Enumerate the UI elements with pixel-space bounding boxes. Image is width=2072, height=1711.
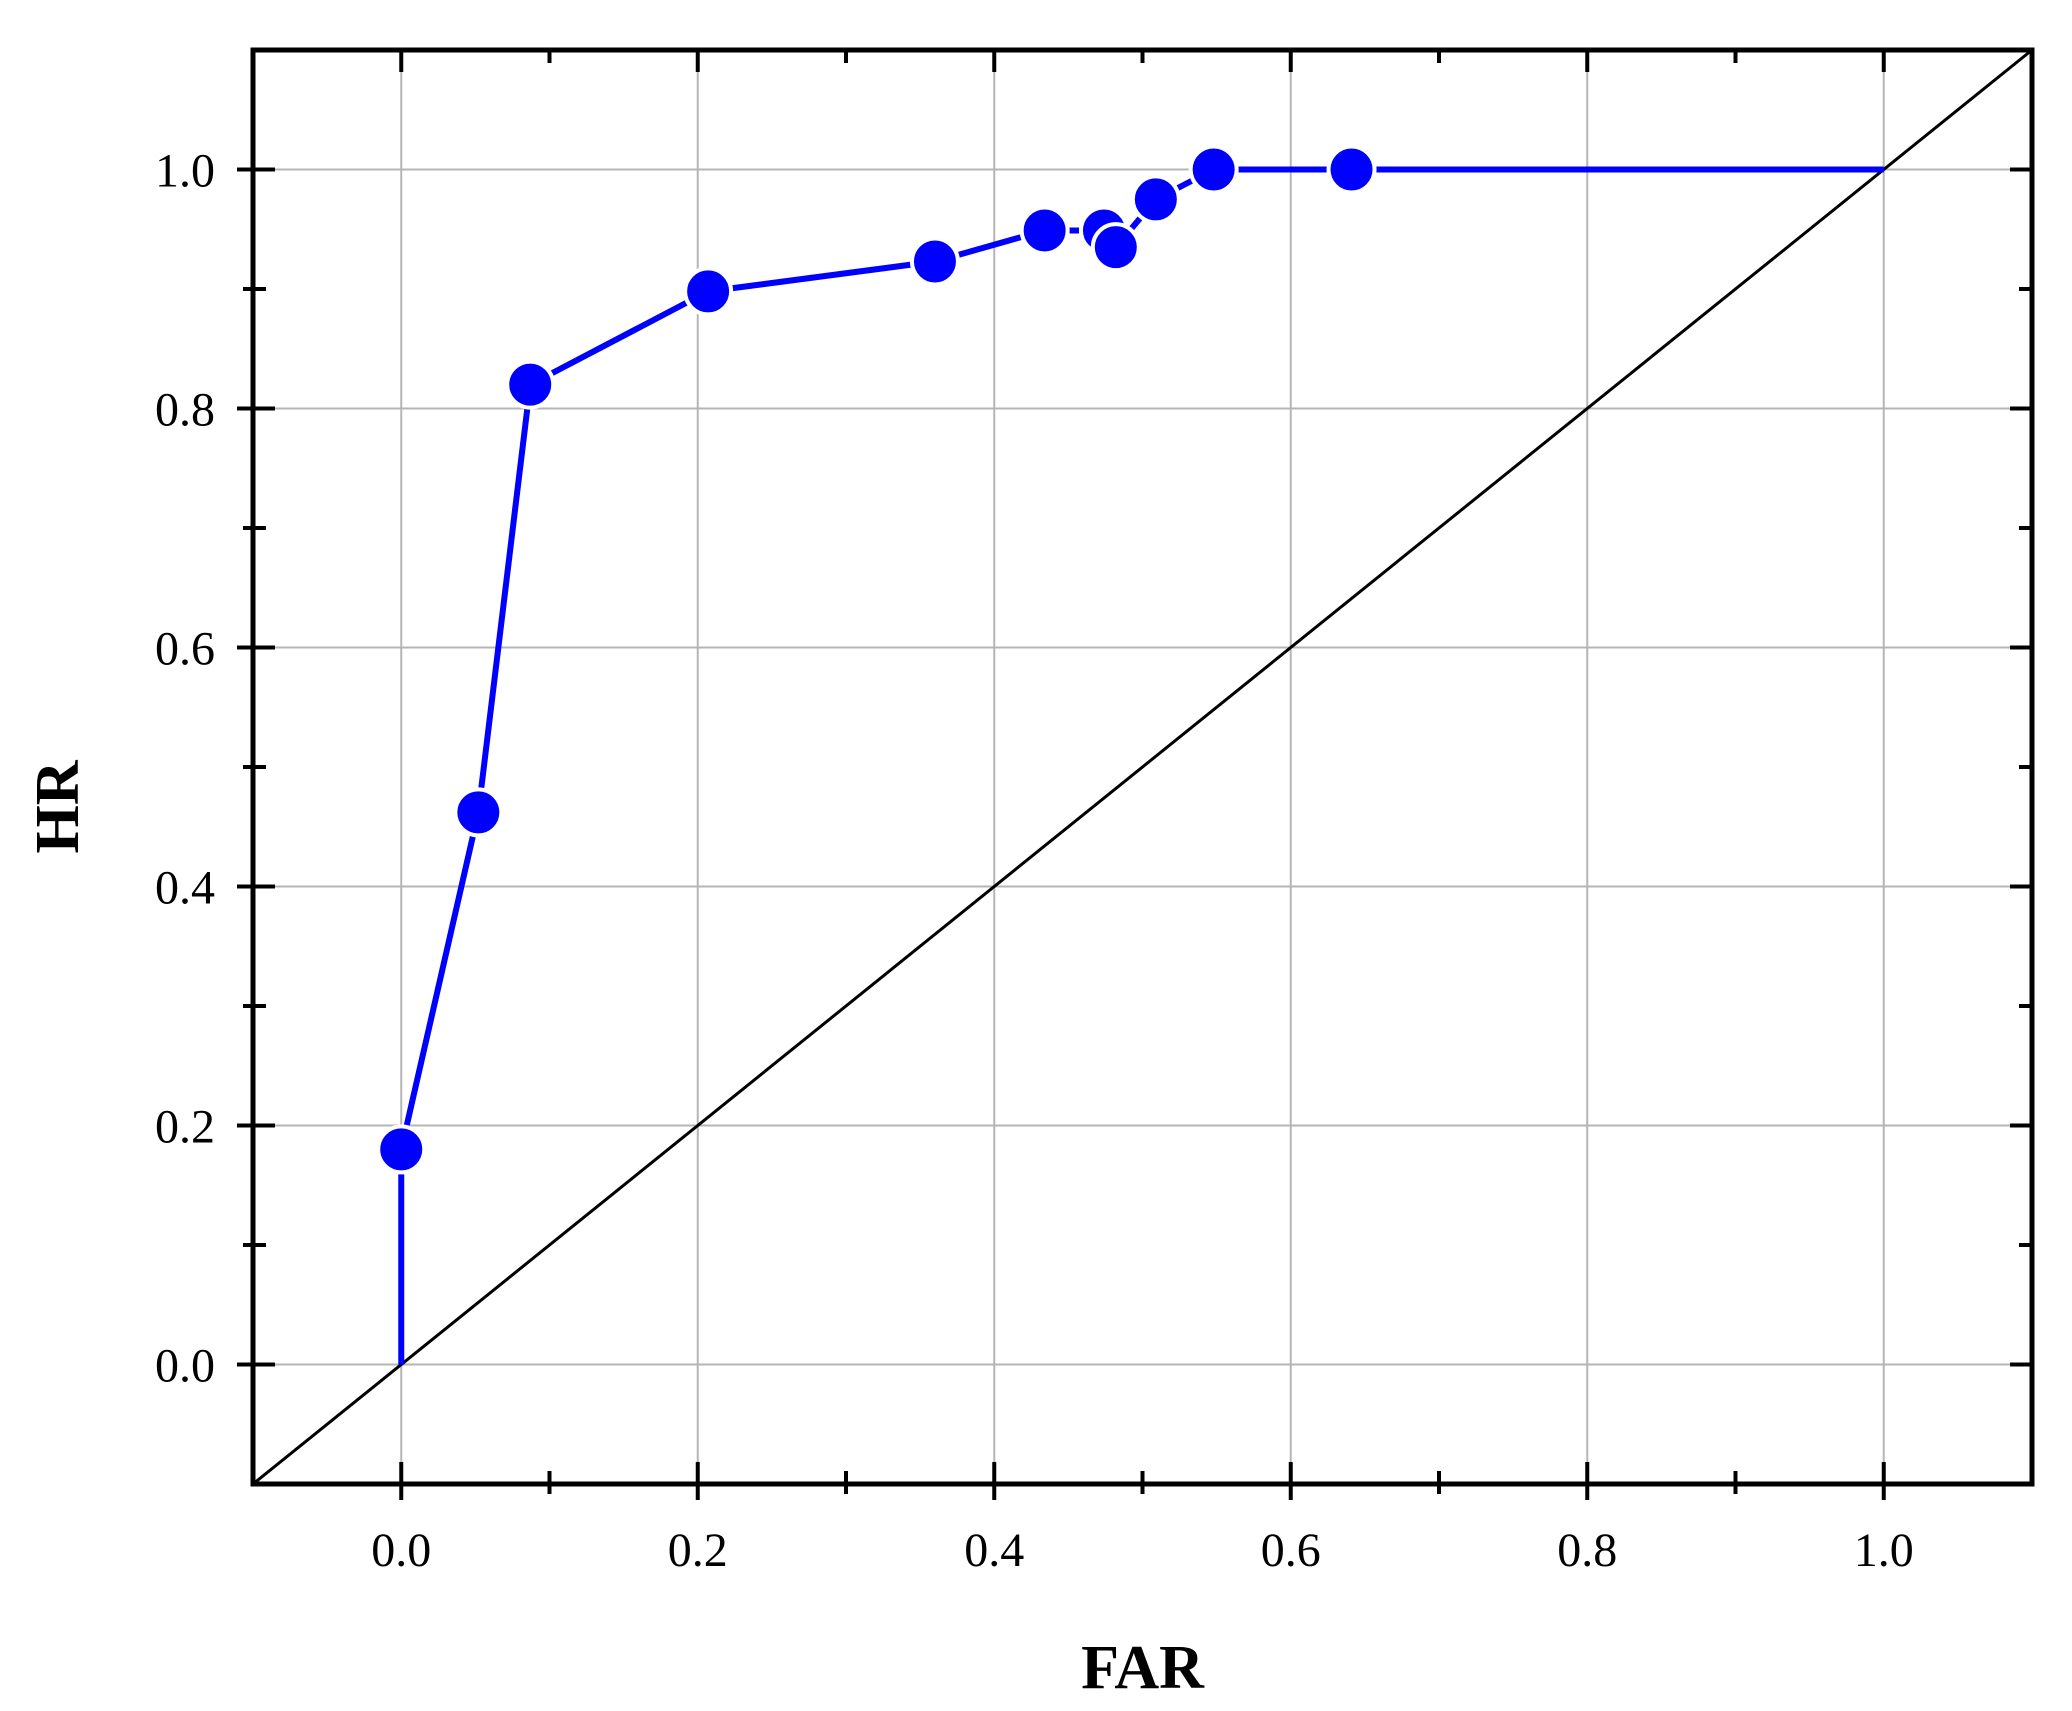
y-tick-label: 0.8 <box>155 384 215 437</box>
x-tick-label: 0.0 <box>371 1524 431 1577</box>
data-point <box>683 266 734 317</box>
reference-diagonal <box>252 48 2033 1486</box>
x-tick-label: 1.0 <box>1854 1524 1914 1577</box>
data-point <box>909 236 960 287</box>
y-axis-title: HR <box>24 759 92 853</box>
y-tick-label: 0.2 <box>155 1101 215 1154</box>
data-point <box>1019 205 1070 256</box>
roc-series <box>376 144 1884 1365</box>
x-tick-label: 0.2 <box>668 1524 728 1577</box>
x-tick-label: 0.4 <box>964 1524 1024 1577</box>
y-axis-ticks: 0.0 0.2 0.4 0.6 0.8 1.0 <box>155 145 2032 1393</box>
x-tick-label: 0.8 <box>1557 1524 1617 1577</box>
y-tick-label: 0.6 <box>155 623 215 676</box>
y-tick-label: 0.0 <box>155 1340 215 1393</box>
grid-lines <box>253 50 2032 1484</box>
data-point <box>376 1124 427 1175</box>
x-axis-title: FAR <box>1081 1634 1205 1702</box>
x-tick-label: 0.6 <box>1261 1524 1321 1577</box>
data-point <box>1090 222 1141 273</box>
data-point <box>1130 174 1181 225</box>
y-tick-label: 1.0 <box>155 145 215 198</box>
y-tick-label: 0.4 <box>155 862 215 915</box>
data-point <box>1188 144 1239 195</box>
data-point <box>1326 144 1377 195</box>
data-point <box>453 787 504 838</box>
x-axis-ticks: 0.0 0.2 0.4 0.6 0.8 1.0 <box>371 50 1914 1577</box>
data-point <box>505 359 556 410</box>
diagonal-line <box>252 48 2033 1486</box>
